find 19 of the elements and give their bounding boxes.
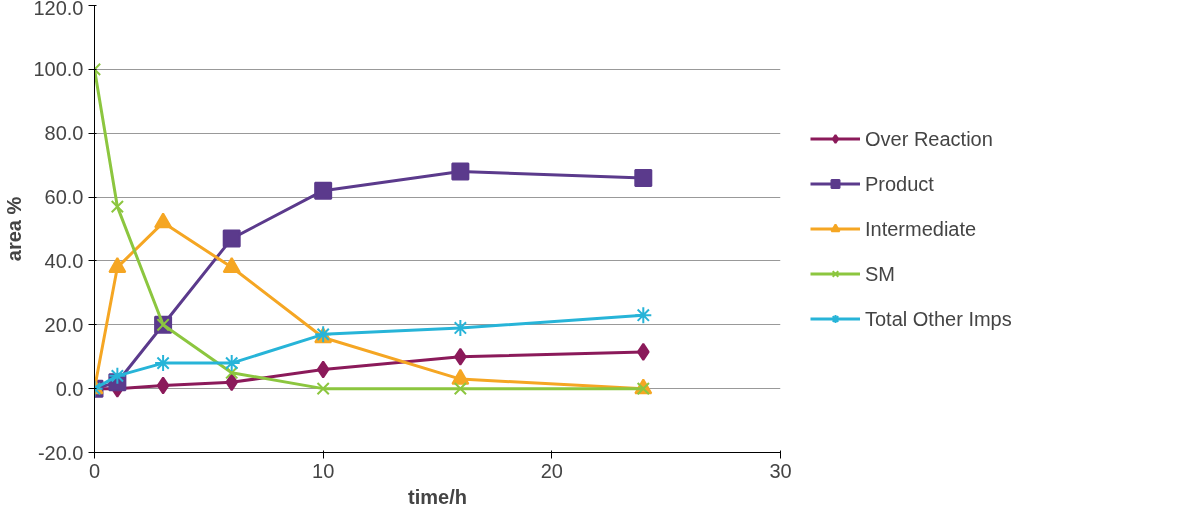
y-tick-label: 60.0 <box>44 186 84 209</box>
y-axis-title: area % <box>3 196 26 262</box>
y-tick-label: 80.0 <box>44 122 84 145</box>
x-tick-label: 10 <box>312 459 335 482</box>
x-tick-label: 0 <box>88 459 101 482</box>
y-tick-label: 0.0 <box>55 377 84 400</box>
legend-label: Intermediate <box>865 217 977 240</box>
x-tick-label: 20 <box>540 459 563 482</box>
y-tick-label: 100.0 <box>33 58 84 81</box>
legend-label: Over Reaction <box>865 127 993 150</box>
legend-label: Product <box>865 172 934 195</box>
y-tick-label: 20.0 <box>44 313 84 336</box>
y-tick-label: -20.0 <box>37 441 84 464</box>
y-tick-label: 40.0 <box>44 249 84 272</box>
x-tick-label: 30 <box>769 459 792 482</box>
legend-label: SM <box>865 262 895 285</box>
x-axis-title: time/h <box>408 485 467 508</box>
y-tick-label: 120.0 <box>33 0 84 19</box>
legend-label: Total Other Imps <box>865 307 1012 330</box>
